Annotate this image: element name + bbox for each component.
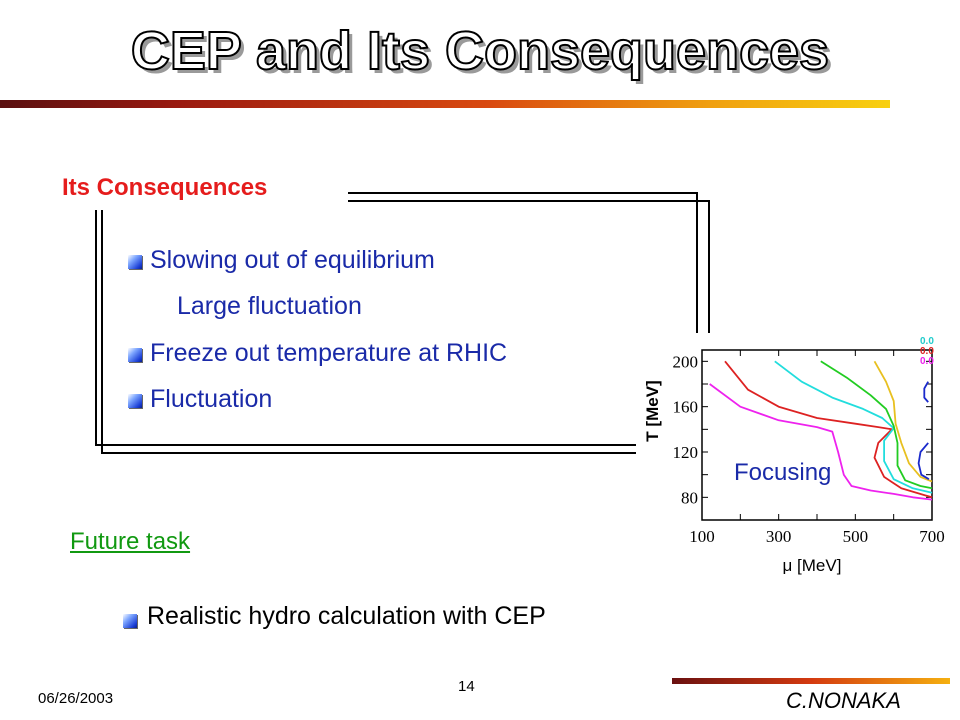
legend-entry-0: 0.0	[920, 336, 934, 347]
focusing-annotation: Focusing	[734, 459, 831, 486]
list-item-equilibrium: Slowing out of equilibrium	[150, 246, 435, 274]
series-line-6	[923, 381, 929, 403]
legend-entry-1: 0.0	[920, 346, 934, 357]
footer-date: 06/26/2003	[38, 690, 114, 707]
bullet-icon	[128, 255, 142, 269]
consequences-frame-outer	[95, 192, 698, 446]
footer-bar	[672, 678, 950, 684]
y-tick-label: 120	[673, 443, 699, 462]
future-item: Realistic hydro calculation with CEP	[147, 602, 546, 630]
list-item-large-fluctuation: Large fluctuation	[177, 292, 362, 320]
bullet-icon	[123, 614, 137, 628]
x-axis-label: μ [MeV]	[783, 556, 842, 575]
consequences-frame-inner	[101, 200, 710, 454]
list-item-fluctuation: Fluctuation	[150, 385, 273, 413]
y-tick-label: 80	[681, 488, 698, 507]
legend-entry-2: 0.0	[920, 356, 934, 367]
page-number: 14	[458, 678, 475, 695]
future-task-heading: Future task	[70, 528, 191, 555]
frame-title-mask	[60, 170, 348, 210]
x-tick-label: 700	[919, 527, 945, 546]
x-tick-label: 500	[843, 527, 869, 546]
series-line-3	[820, 360, 933, 490]
bullet-icon	[128, 394, 142, 408]
box-title: Its Consequences	[62, 174, 268, 201]
slide-title: CEP and Its Consequences	[130, 20, 830, 82]
y-axis-label: T [MeV]	[643, 380, 662, 441]
chart-svg: 100 300 500 700 200 160 120 80 μ [MeV] T [MeV] Foc…	[636, 333, 956, 578]
y-tick-label: 160	[673, 398, 699, 417]
title-underline-bar	[0, 100, 890, 108]
list-item-freeze-out: Freeze out temperature at RHIC	[150, 339, 508, 367]
y-tick-label: 200	[673, 352, 699, 371]
footer-author: C.NONAKA	[786, 688, 901, 713]
series-line-4	[873, 360, 933, 483]
series-line-0	[709, 383, 933, 501]
chart-background	[636, 333, 956, 578]
bullet-icon	[128, 348, 142, 362]
x-tick-label: 100	[689, 527, 715, 546]
phase-diagram-chart: 100 300 500 700 200 160 120 80 μ [MeV] T [MeV] Foc…	[636, 333, 956, 578]
x-tick-label: 300	[766, 527, 792, 546]
series-line-5	[917, 442, 930, 480]
